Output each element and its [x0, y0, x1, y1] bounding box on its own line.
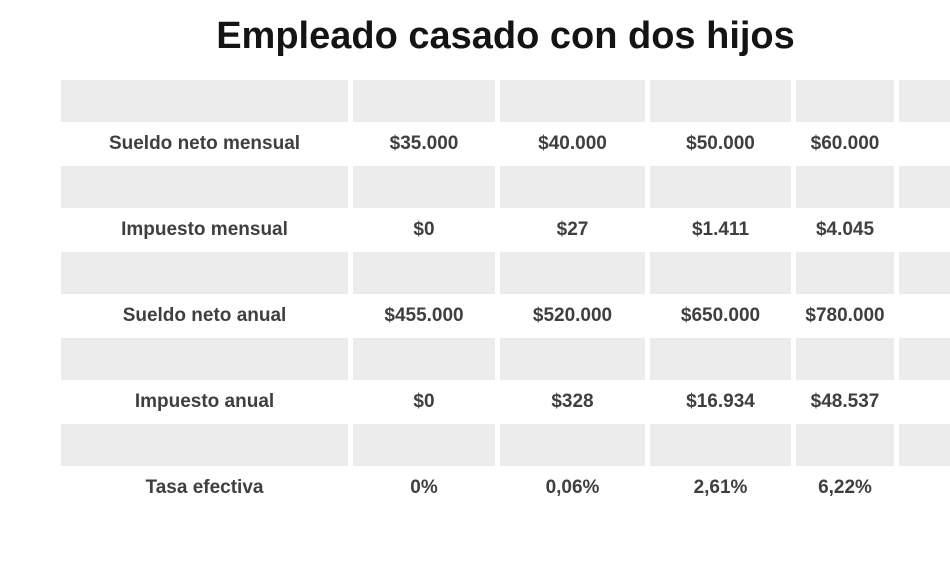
cell-value: $1.411 — [650, 208, 791, 252]
spacer-cell — [500, 252, 645, 294]
spacer-cell-cutoff — [899, 80, 950, 122]
spacer-cell — [500, 80, 645, 122]
spacer-cell — [61, 424, 348, 466]
spacer-cell — [353, 166, 495, 208]
table-row: Impuesto mensual $0 $27 $1.411 $4.045 — [61, 208, 950, 252]
cell-value: $455.000 — [353, 294, 495, 338]
cell-value: $650.000 — [650, 294, 791, 338]
table-row: Impuesto anual $0 $328 $16.934 $48.537 — [61, 380, 950, 424]
cell-value: 6,22% — [796, 466, 894, 510]
cell-value: 0,06% — [500, 466, 645, 510]
spacer-cell — [61, 166, 348, 208]
spacer-cell — [353, 252, 495, 294]
spacer-cell — [650, 252, 791, 294]
page-title: Empleado casado con dos hijos — [216, 15, 795, 57]
cutoff-cell — [899, 208, 950, 252]
row-label: Sueldo neto mensual — [61, 122, 348, 166]
spacer-cell — [500, 338, 645, 380]
cell-value: $328 — [500, 380, 645, 424]
cell-value: $4.045 — [796, 208, 894, 252]
spacer-cell — [650, 338, 791, 380]
cell-value: $40.000 — [500, 122, 645, 166]
spacer-cell-cutoff — [899, 252, 950, 294]
cutoff-cell — [899, 466, 950, 510]
spacer-cell — [61, 252, 348, 294]
cell-value: $0 — [353, 208, 495, 252]
row-label: Impuesto anual — [61, 380, 348, 424]
cell-value: $780.000 — [796, 294, 894, 338]
cell-value: $520.000 — [500, 294, 645, 338]
spacer-cell-cutoff — [899, 338, 950, 380]
spacer-cell — [61, 80, 348, 122]
stripe-spacer-row — [61, 166, 950, 208]
spacer-cell — [61, 338, 348, 380]
spacer-cell-cutoff — [899, 424, 950, 466]
cell-value: $0 — [353, 380, 495, 424]
table-row: Tasa efectiva 0% 0,06% 2,61% 6,22% — [61, 466, 950, 510]
table-row: Sueldo neto anual $455.000 $520.000 $650… — [61, 294, 950, 338]
cell-value: $35.000 — [353, 122, 495, 166]
spacer-cell — [353, 338, 495, 380]
spacer-cell — [500, 166, 645, 208]
spacer-cell — [353, 80, 495, 122]
spacer-cell — [796, 252, 894, 294]
spacer-cell — [650, 80, 791, 122]
spacer-cell-cutoff — [899, 166, 950, 208]
cutoff-cell — [899, 122, 950, 166]
stripe-spacer-row — [61, 424, 950, 466]
cell-value: $60.000 — [796, 122, 894, 166]
spacer-cell — [796, 338, 894, 380]
cell-value: 2,61% — [650, 466, 791, 510]
spacer-cell — [796, 166, 894, 208]
table-row: Sueldo neto mensual $35.000 $40.000 $50.… — [61, 122, 950, 166]
cell-value: $48.537 — [796, 380, 894, 424]
cell-value: $27 — [500, 208, 645, 252]
cell-value: $16.934 — [650, 380, 791, 424]
stripe-spacer-row — [61, 80, 950, 122]
stripe-spacer-row — [61, 338, 950, 380]
row-label: Sueldo neto anual — [61, 294, 348, 338]
cutoff-cell — [899, 380, 950, 424]
spacer-cell — [650, 166, 791, 208]
spacer-cell — [796, 424, 894, 466]
cutoff-cell — [899, 294, 950, 338]
cell-value: 0% — [353, 466, 495, 510]
tax-table: Sueldo neto mensual $35.000 $40.000 $50.… — [61, 80, 950, 510]
spacer-cell — [353, 424, 495, 466]
row-label: Tasa efectiva — [61, 466, 348, 510]
row-label: Impuesto mensual — [61, 208, 348, 252]
spacer-cell — [796, 80, 894, 122]
cell-value: $50.000 — [650, 122, 791, 166]
stripe-spacer-row — [61, 252, 950, 294]
spacer-cell — [500, 424, 645, 466]
spacer-cell — [650, 424, 791, 466]
